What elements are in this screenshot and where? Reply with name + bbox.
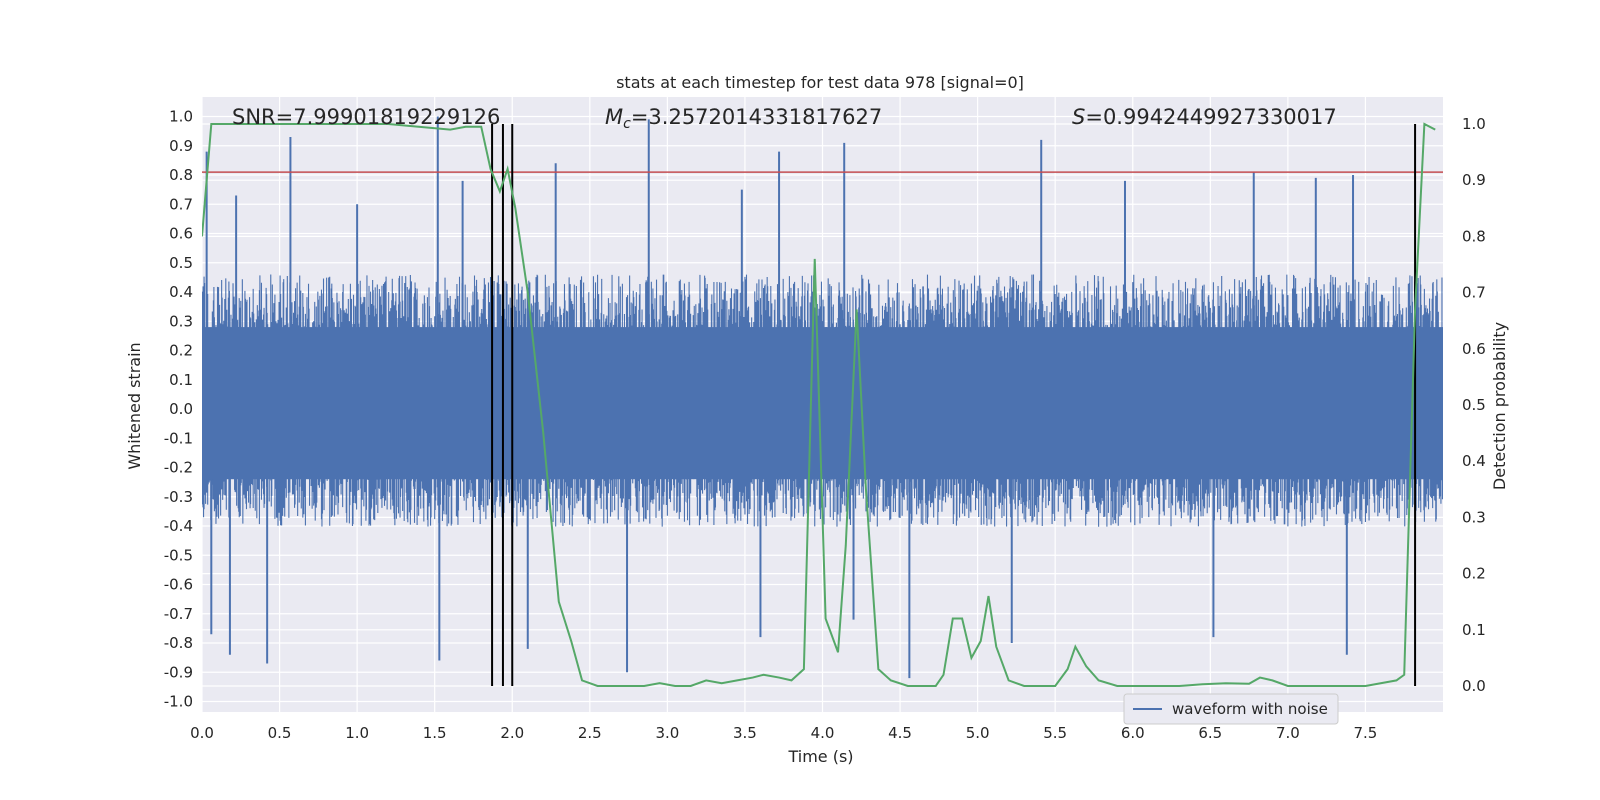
y-right-tick-label: 0.5 <box>1462 396 1486 414</box>
y-right-tick-label: 0.1 <box>1462 621 1486 639</box>
tick-labels: 0.0 0.5 1.0 1.5 2.0 2.5 3.0 3.5 4.0 4.5 5.0 5.5 6.0 6… <box>164 108 1486 743</box>
y-tick-label: -0.9 <box>164 663 193 681</box>
y-right-tick-label: 1.0 <box>1462 115 1486 133</box>
y-tick-label: 0.0 <box>169 400 193 418</box>
probability-line <box>202 122 1436 687</box>
y-right-tick-label: 0.7 <box>1462 284 1486 302</box>
y-axis-label: Whitened strain <box>125 342 144 469</box>
y-tick-label: -0.6 <box>164 576 193 594</box>
x-tick-label: 5.5 <box>1043 724 1067 742</box>
y-tick-label: -0.7 <box>164 605 193 623</box>
x-tick-label: 3.5 <box>733 724 757 742</box>
y-tick-label: 0.7 <box>169 195 193 213</box>
x-tick-label: 4.0 <box>811 724 835 742</box>
x-tick-label: 0.0 <box>190 724 214 742</box>
marker-lines <box>491 124 1417 686</box>
y-right-tick-label: 0.9 <box>1462 171 1486 189</box>
legend: waveform with noise <box>1123 693 1339 725</box>
waveform-series <box>202 116 1443 679</box>
legend-box <box>1123 693 1339 725</box>
y-right-tick-label: 0.0 <box>1462 677 1486 695</box>
x-tick-label: 1.5 <box>423 724 447 742</box>
y-tick-label: -1.0 <box>164 693 193 711</box>
x-tick-label: 1.0 <box>345 724 369 742</box>
x-tick-label: 6.0 <box>1121 724 1145 742</box>
s-annotation: S=0.9942449927330017 <box>1072 105 1337 129</box>
y-tick-label: 0.2 <box>169 342 193 360</box>
x-tick-label: 3.0 <box>655 724 679 742</box>
x-tick-label: 7.0 <box>1276 724 1300 742</box>
y-tick-label: 0.8 <box>169 166 193 184</box>
y-tick-label: -0.8 <box>164 634 193 652</box>
snr-annotation: SNR=7.99901819229126 <box>232 105 500 129</box>
y-right-tick-label: 0.3 <box>1462 508 1486 526</box>
chart-title: stats at each timestep for test data 978… <box>616 73 1024 92</box>
waveform-core <box>202 327 1443 480</box>
y-tick-label: 0.5 <box>169 254 193 272</box>
x-axis-label: Time (s) <box>787 747 853 766</box>
x-tick-label: 6.5 <box>1198 724 1222 742</box>
y-tick-label: -0.5 <box>164 546 193 564</box>
x-tick-label: 5.0 <box>966 724 990 742</box>
y-tick-label: 0.3 <box>169 312 193 330</box>
y-right-tick-label: 0.8 <box>1462 227 1486 245</box>
x-tick-label: 7.5 <box>1354 724 1378 742</box>
x-tick-label: 0.5 <box>268 724 292 742</box>
y-tick-label: 0.4 <box>169 283 193 301</box>
y-right-tick-label: 0.2 <box>1462 565 1486 583</box>
y-tick-label: -0.3 <box>164 488 193 506</box>
legend-label: waveform with noise <box>1172 700 1328 718</box>
y-right-tick-label: 0.6 <box>1462 340 1486 358</box>
x-tick-label: 2.5 <box>578 724 602 742</box>
chirp-mass-annotation: Mc=3.2572014331817627 <box>605 105 882 132</box>
y-tick-label: -0.2 <box>164 459 193 477</box>
y-tick-label: 0.9 <box>169 137 193 155</box>
x-tick-label: 4.5 <box>888 724 912 742</box>
y-tick-label: -0.4 <box>164 517 193 535</box>
y-tick-label: 1.0 <box>169 108 193 126</box>
y-tick-label: -0.1 <box>164 429 193 447</box>
y-right-tick-label: 0.4 <box>1462 452 1486 470</box>
y-axis-right-label: Detection probability <box>1490 322 1509 490</box>
x-tick-label: 2.0 <box>500 724 524 742</box>
y-tick-label: 0.1 <box>169 371 193 389</box>
y-tick-label: 0.6 <box>169 225 193 243</box>
probability-series <box>202 122 1436 687</box>
